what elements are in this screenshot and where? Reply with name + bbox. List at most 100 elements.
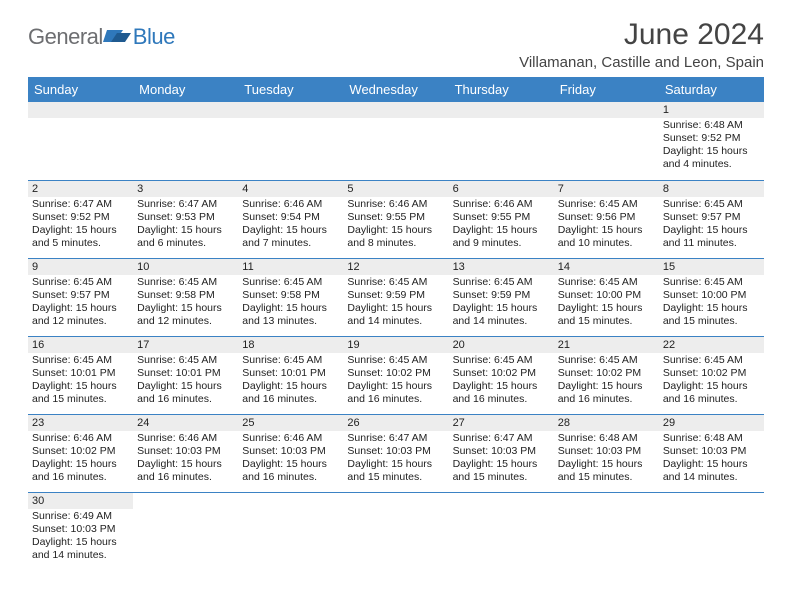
day-number: 21: [554, 337, 659, 353]
sunrise-text: Sunrise: 6:45 AM: [558, 276, 655, 289]
day-number: 6: [449, 181, 554, 197]
sunset-text: Sunset: 10:03 PM: [137, 445, 234, 458]
daylight-text: Daylight: 15 hours and 16 minutes.: [242, 380, 339, 406]
sunrise-text: Sunrise: 6:45 AM: [558, 198, 655, 211]
day-cell: 2Sunrise: 6:47 AMSunset: 9:52 PMDaylight…: [28, 180, 133, 258]
daylight-text: Daylight: 15 hours and 14 minutes.: [663, 458, 760, 484]
sunset-text: Sunset: 9:52 PM: [663, 132, 760, 145]
week-row: 2Sunrise: 6:47 AMSunset: 9:52 PMDaylight…: [28, 180, 764, 258]
daylight-text: Daylight: 15 hours and 15 minutes.: [32, 380, 129, 406]
day-cell: 7Sunrise: 6:45 AMSunset: 9:56 PMDaylight…: [554, 180, 659, 258]
daylight-text: Daylight: 15 hours and 14 minutes.: [347, 302, 444, 328]
day-number: 30: [28, 493, 133, 509]
day-details: Sunrise: 6:45 AMSunset: 10:02 PMDaylight…: [659, 353, 764, 409]
sunrise-text: Sunrise: 6:45 AM: [32, 276, 129, 289]
day-number-strip: [343, 493, 448, 509]
day-cell: 26Sunrise: 6:47 AMSunset: 10:03 PMDaylig…: [343, 414, 448, 492]
calendar-body: 1Sunrise: 6:48 AMSunset: 9:52 PMDaylight…: [28, 102, 764, 570]
day-details: Sunrise: 6:45 AMSunset: 9:56 PMDaylight:…: [554, 197, 659, 253]
weekday-header: Thursday: [449, 78, 554, 102]
sunset-text: Sunset: 9:59 PM: [347, 289, 444, 302]
page-header: General Blue June 2024 Villamanan, Casti…: [28, 18, 764, 71]
sunrise-text: Sunrise: 6:46 AM: [453, 198, 550, 211]
sunset-text: Sunset: 9:52 PM: [32, 211, 129, 224]
day-details: Sunrise: 6:45 AMSunset: 10:02 PMDaylight…: [343, 353, 448, 409]
day-details: Sunrise: 6:49 AMSunset: 10:03 PMDaylight…: [28, 509, 133, 565]
day-details: Sunrise: 6:48 AMSunset: 10:03 PMDaylight…: [554, 431, 659, 487]
sunrise-text: Sunrise: 6:45 AM: [137, 276, 234, 289]
day-details: Sunrise: 6:45 AMSunset: 9:59 PMDaylight:…: [343, 275, 448, 331]
sunrise-text: Sunrise: 6:46 AM: [347, 198, 444, 211]
day-cell: 27Sunrise: 6:47 AMSunset: 10:03 PMDaylig…: [449, 414, 554, 492]
brand-general-text: General: [28, 24, 103, 50]
day-cell: [449, 492, 554, 570]
day-details: Sunrise: 6:46 AMSunset: 9:54 PMDaylight:…: [238, 197, 343, 253]
day-number-strip: [343, 102, 448, 118]
day-number: 24: [133, 415, 238, 431]
day-details: Sunrise: 6:45 AMSunset: 10:02 PMDaylight…: [554, 353, 659, 409]
day-number-strip: [659, 493, 764, 509]
day-number: 12: [343, 259, 448, 275]
day-cell: 6Sunrise: 6:46 AMSunset: 9:55 PMDaylight…: [449, 180, 554, 258]
weekday-header-row: Sunday Monday Tuesday Wednesday Thursday…: [28, 78, 764, 102]
day-number-strip: [238, 102, 343, 118]
day-cell: 18Sunrise: 6:45 AMSunset: 10:01 PMDaylig…: [238, 336, 343, 414]
sunrise-text: Sunrise: 6:47 AM: [347, 432, 444, 445]
weekday-header: Monday: [133, 78, 238, 102]
title-block: June 2024 Villamanan, Castille and Leon,…: [519, 18, 764, 71]
daylight-text: Daylight: 15 hours and 12 minutes.: [32, 302, 129, 328]
daylight-text: Daylight: 15 hours and 16 minutes.: [137, 458, 234, 484]
sunrise-text: Sunrise: 6:47 AM: [32, 198, 129, 211]
calendar-thead: Sunday Monday Tuesday Wednesday Thursday…: [28, 78, 764, 102]
sunset-text: Sunset: 9:53 PM: [137, 211, 234, 224]
day-details: Sunrise: 6:45 AMSunset: 9:57 PMDaylight:…: [659, 197, 764, 253]
day-number: 27: [449, 415, 554, 431]
sunset-text: Sunset: 10:03 PM: [242, 445, 339, 458]
weekday-header: Tuesday: [238, 78, 343, 102]
week-row: 23Sunrise: 6:46 AMSunset: 10:02 PMDaylig…: [28, 414, 764, 492]
daylight-text: Daylight: 15 hours and 16 minutes.: [558, 380, 655, 406]
day-cell: [28, 102, 133, 180]
day-details: Sunrise: 6:45 AMSunset: 10:01 PMDaylight…: [28, 353, 133, 409]
sunset-text: Sunset: 9:58 PM: [242, 289, 339, 302]
day-cell: 29Sunrise: 6:48 AMSunset: 10:03 PMDaylig…: [659, 414, 764, 492]
day-details: Sunrise: 6:46 AMSunset: 10:03 PMDaylight…: [238, 431, 343, 487]
day-cell: 14Sunrise: 6:45 AMSunset: 10:00 PMDaylig…: [554, 258, 659, 336]
sunrise-text: Sunrise: 6:46 AM: [242, 432, 339, 445]
day-cell: 28Sunrise: 6:48 AMSunset: 10:03 PMDaylig…: [554, 414, 659, 492]
day-number: 22: [659, 337, 764, 353]
day-number: 11: [238, 259, 343, 275]
day-details: Sunrise: 6:45 AMSunset: 9:58 PMDaylight:…: [238, 275, 343, 331]
sunset-text: Sunset: 10:02 PM: [663, 367, 760, 380]
day-cell: 16Sunrise: 6:45 AMSunset: 10:01 PMDaylig…: [28, 336, 133, 414]
sunset-text: Sunset: 9:55 PM: [453, 211, 550, 224]
day-cell: 9Sunrise: 6:45 AMSunset: 9:57 PMDaylight…: [28, 258, 133, 336]
sunrise-text: Sunrise: 6:45 AM: [347, 354, 444, 367]
sunset-text: Sunset: 10:01 PM: [32, 367, 129, 380]
daylight-text: Daylight: 15 hours and 9 minutes.: [453, 224, 550, 250]
day-number: 7: [554, 181, 659, 197]
day-details: Sunrise: 6:45 AMSunset: 9:58 PMDaylight:…: [133, 275, 238, 331]
day-cell: 15Sunrise: 6:45 AMSunset: 10:00 PMDaylig…: [659, 258, 764, 336]
sunset-text: Sunset: 9:57 PM: [32, 289, 129, 302]
sunrise-text: Sunrise: 6:45 AM: [453, 276, 550, 289]
daylight-text: Daylight: 15 hours and 16 minutes.: [663, 380, 760, 406]
sunrise-text: Sunrise: 6:45 AM: [453, 354, 550, 367]
day-cell: 30Sunrise: 6:49 AMSunset: 10:03 PMDaylig…: [28, 492, 133, 570]
day-cell: 24Sunrise: 6:46 AMSunset: 10:03 PMDaylig…: [133, 414, 238, 492]
sunrise-text: Sunrise: 6:48 AM: [663, 432, 760, 445]
daylight-text: Daylight: 15 hours and 15 minutes.: [663, 302, 760, 328]
sunrise-text: Sunrise: 6:46 AM: [242, 198, 339, 211]
day-cell: 11Sunrise: 6:45 AMSunset: 9:58 PMDayligh…: [238, 258, 343, 336]
sunset-text: Sunset: 10:03 PM: [32, 523, 129, 536]
sunset-text: Sunset: 10:00 PM: [663, 289, 760, 302]
sunset-text: Sunset: 10:02 PM: [32, 445, 129, 458]
sunset-text: Sunset: 10:03 PM: [558, 445, 655, 458]
day-number: 19: [343, 337, 448, 353]
sunrise-text: Sunrise: 6:45 AM: [663, 198, 760, 211]
daylight-text: Daylight: 15 hours and 12 minutes.: [137, 302, 234, 328]
sunset-text: Sunset: 10:00 PM: [558, 289, 655, 302]
sunset-text: Sunset: 10:02 PM: [347, 367, 444, 380]
day-cell: [449, 102, 554, 180]
sunrise-text: Sunrise: 6:45 AM: [347, 276, 444, 289]
